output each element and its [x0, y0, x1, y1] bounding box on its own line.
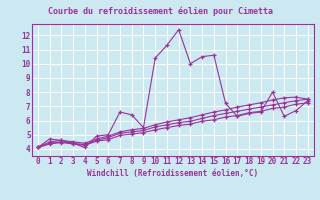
- X-axis label: Windchill (Refroidissement éolien,°C): Windchill (Refroidissement éolien,°C): [87, 169, 258, 178]
- Text: Courbe du refroidissement éolien pour Cimetta: Courbe du refroidissement éolien pour Ci…: [47, 6, 273, 16]
